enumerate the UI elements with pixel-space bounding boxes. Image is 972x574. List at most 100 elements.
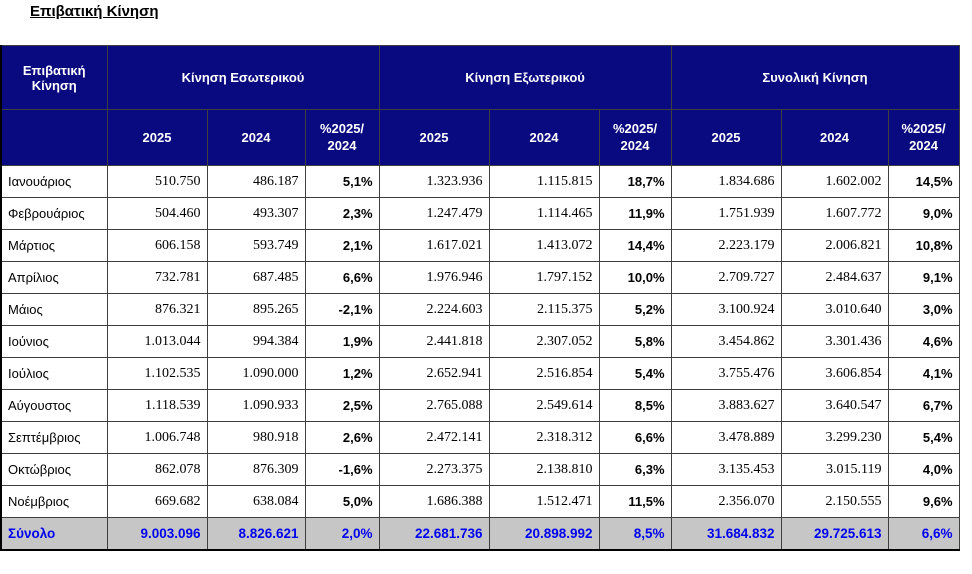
value-cell: 3.100.924 xyxy=(670,293,782,326)
table-row: Φεβρουάριος 504.460 493.307 2,3% 1.247.479 1.… xyxy=(0,197,960,230)
value-cell: 1.114.465 xyxy=(488,197,600,230)
pct-cell: 3,0% xyxy=(887,293,960,326)
value-cell: 1.834.686 xyxy=(670,165,782,198)
value-cell: 2.516.854 xyxy=(488,357,600,390)
pct-cell: 11,5% xyxy=(598,485,672,518)
value-cell: 1.090.000 xyxy=(206,357,306,390)
value-cell: 1.090.933 xyxy=(206,389,306,422)
subheader-international-2024: 2024 xyxy=(488,109,600,166)
pct-cell: 8,5% xyxy=(598,389,672,422)
pct-cell: 11,9% xyxy=(598,197,672,230)
month-cell: Φεβρουάριος xyxy=(0,197,108,230)
value-cell: 2.356.070 xyxy=(670,485,782,518)
subheader-international-2025: 2025 xyxy=(378,109,490,166)
value-cell: 1.607.772 xyxy=(780,197,889,230)
value-cell: 3.755.476 xyxy=(670,357,782,390)
value-cell: 3.640.547 xyxy=(780,389,889,422)
month-cell: Οκτώβριος xyxy=(0,453,108,486)
month-cell: Σεπτέμβριος xyxy=(0,421,108,454)
value-cell: 9.003.096 xyxy=(106,517,208,551)
pct-cell: -2,1% xyxy=(304,293,380,326)
subheader-total-2025: 2025 xyxy=(670,109,782,166)
table-row: Οκτώβριος 862.078 876.309 -1,6% 2.273.375 2.1… xyxy=(0,453,960,486)
total-label-cell: Σύνολο xyxy=(0,517,108,551)
pct-cell: 1,2% xyxy=(304,357,380,390)
group-header-row: Επιβατική Κίνηση Κίνηση Εσωτερικού Κίνησ… xyxy=(0,45,960,110)
pct-cell: 2,6% xyxy=(304,421,380,454)
value-cell: 3.301.436 xyxy=(780,325,889,358)
group-header-domestic: Κίνηση Εσωτερικού xyxy=(106,45,380,110)
subheader-total-pct: %2025/ 2024 xyxy=(887,109,960,166)
value-cell: 1.602.002 xyxy=(780,165,889,198)
value-cell: 3.299.230 xyxy=(780,421,889,454)
value-cell: 1.013.044 xyxy=(106,325,208,358)
pct-cell: 5,4% xyxy=(887,421,960,454)
value-cell: 3.478.889 xyxy=(670,421,782,454)
value-cell: 2.472.141 xyxy=(378,421,490,454)
value-cell: 2.150.555 xyxy=(780,485,889,518)
pct-cell: 2,5% xyxy=(304,389,380,422)
pct-cell: 8,5% xyxy=(598,517,672,551)
table-row: Μάρτιος 606.158 593.749 2,1% 1.617.021 1.413.… xyxy=(0,229,960,262)
table-body: Ιανουάριος 510.750 486.187 5,1% 1.323.936 1.1… xyxy=(0,165,960,551)
value-cell: 2.224.603 xyxy=(378,293,490,326)
sub-header-row: 2025 2024 %2025/ 2024 2025 2024 %2025/ 2… xyxy=(0,109,960,166)
value-cell: 2.115.375 xyxy=(488,293,600,326)
month-cell: Ιούλιος xyxy=(0,357,108,390)
value-cell: 3.606.854 xyxy=(780,357,889,390)
table-header: Επιβατική Κίνηση Κίνηση Εσωτερικού Κίνησ… xyxy=(0,45,960,166)
table-row: Νοέμβριος 669.682 638.084 5,0% 1.686.388 1.51… xyxy=(0,485,960,518)
value-cell: 1.976.946 xyxy=(378,261,490,294)
subheader-domestic-pct: %2025/ 2024 xyxy=(304,109,380,166)
value-cell: 2.318.312 xyxy=(488,421,600,454)
corner-empty-cell xyxy=(0,109,108,166)
pct-cell: 6,6% xyxy=(598,421,672,454)
value-cell: 1.413.072 xyxy=(488,229,600,262)
month-cell: Ιανουάριος xyxy=(0,165,108,198)
pct-cell: 6,7% xyxy=(887,389,960,422)
table-row: Αύγουστος 1.118.539 1.090.933 2,5% 2.765.088… xyxy=(0,389,960,422)
value-cell: 980.918 xyxy=(206,421,306,454)
value-cell: 3.015.119 xyxy=(780,453,889,486)
subheader-domestic-2025: 2025 xyxy=(106,109,208,166)
value-cell: 31.684.832 xyxy=(670,517,782,551)
total-row: Σύνολο 9.003.096 8.826.621 2,0% 22.681.736 20… xyxy=(0,517,960,551)
month-cell: Μάιος xyxy=(0,293,108,326)
pct-cell: 5,1% xyxy=(304,165,380,198)
value-cell: 2.138.810 xyxy=(488,453,600,486)
value-cell: 2.006.821 xyxy=(780,229,889,262)
corner-header: Επιβατική Κίνηση xyxy=(0,45,108,110)
pct-cell: 1,9% xyxy=(304,325,380,358)
month-cell: Ιούνιος xyxy=(0,325,108,358)
value-cell: 895.265 xyxy=(206,293,306,326)
value-cell: 876.321 xyxy=(106,293,208,326)
pct-cell: 14,4% xyxy=(598,229,672,262)
value-cell: 22.681.736 xyxy=(378,517,490,551)
subheader-domestic-2024: 2024 xyxy=(206,109,306,166)
value-cell: 8.826.621 xyxy=(206,517,306,551)
value-cell: 1.797.152 xyxy=(488,261,600,294)
value-cell: 994.384 xyxy=(206,325,306,358)
pct-cell: 10,8% xyxy=(887,229,960,262)
month-cell: Απρίλιος xyxy=(0,261,108,294)
value-cell: 2.549.614 xyxy=(488,389,600,422)
value-cell: 2.765.088 xyxy=(378,389,490,422)
value-cell: 2.307.052 xyxy=(488,325,600,358)
value-cell: 3.010.640 xyxy=(780,293,889,326)
pct-cell: 5,4% xyxy=(598,357,672,390)
pct-cell: 2,0% xyxy=(304,517,380,551)
value-cell: 1.323.936 xyxy=(378,165,490,198)
value-cell: 29.725.613 xyxy=(780,517,889,551)
value-cell: 1.115.815 xyxy=(488,165,600,198)
value-cell: 510.750 xyxy=(106,165,208,198)
value-cell: 1.512.471 xyxy=(488,485,600,518)
value-cell: 862.078 xyxy=(106,453,208,486)
value-cell: 2.273.375 xyxy=(378,453,490,486)
group-header-international: Κίνηση Εξωτερικού xyxy=(378,45,672,110)
value-cell: 1.006.748 xyxy=(106,421,208,454)
pct-cell: 9,1% xyxy=(887,261,960,294)
table-row: Μάιος 876.321 895.265 -2,1% 2.224.603 2.115.3… xyxy=(0,293,960,326)
pct-cell: 4,0% xyxy=(887,453,960,486)
value-cell: 1.686.388 xyxy=(378,485,490,518)
